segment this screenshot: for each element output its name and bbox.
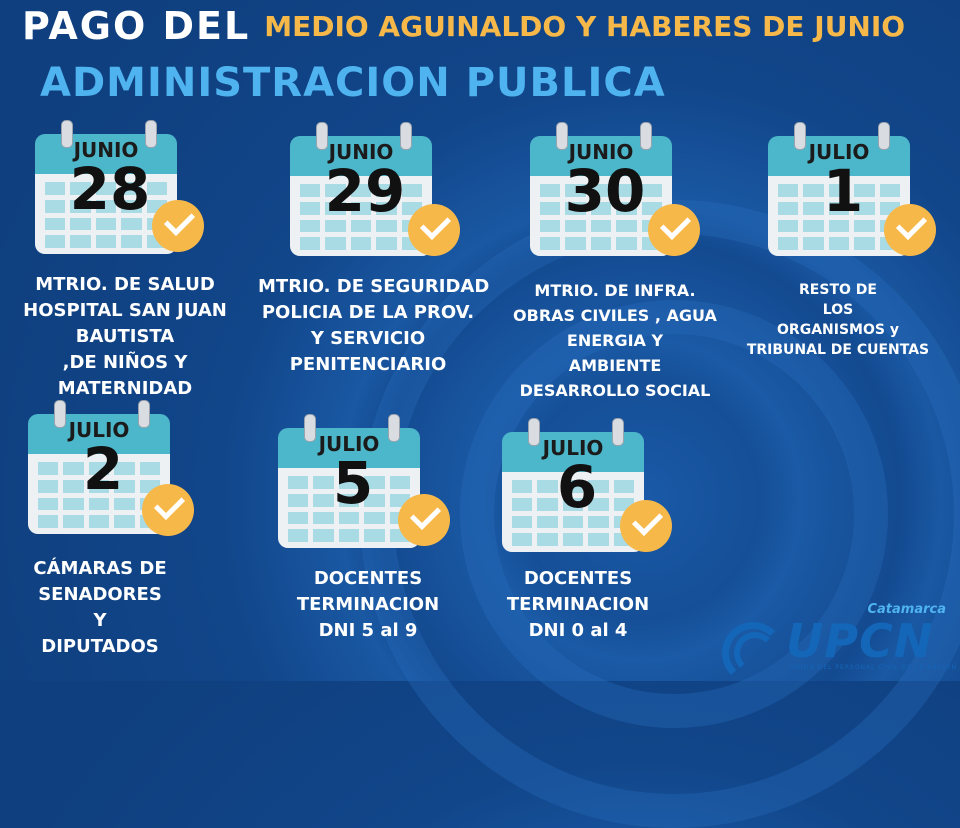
description-line: LOS xyxy=(822,302,854,318)
description-line: ENERGIA Y xyxy=(566,331,664,350)
description-line: PENITENCIARIO xyxy=(289,354,447,375)
calendar-day: 2 xyxy=(82,435,124,503)
calendar-day: 5 xyxy=(332,449,374,517)
calendar-month: JULIO xyxy=(318,432,380,456)
calendar-icon: JUNIO 30 xyxy=(530,122,680,262)
calendar-day: 30 xyxy=(564,157,646,225)
description-line: DOCENTES xyxy=(523,568,633,589)
description-line: ,DE NIÑOS Y xyxy=(62,352,188,373)
upcn-logo: Catamarca UPCN UNION DEL PERSONAL CIVIL … xyxy=(720,602,956,684)
description-line: TERMINACION xyxy=(296,594,440,615)
calendar-icon: JULIO 2 xyxy=(28,400,178,540)
description-line: MATERNIDAD xyxy=(57,378,193,399)
calendar-month: JULIO xyxy=(542,436,604,460)
page-title: PAGO DEL MEDIO AGUINALDO Y HABERES DE JUN… xyxy=(22,4,905,48)
logo-swirl-icon xyxy=(720,620,790,684)
check-icon xyxy=(620,500,672,552)
entry-description: DOCENTES TERMINACION DNI 5 al 9 xyxy=(278,566,458,644)
description-line: MTRIO. DE SALUD xyxy=(35,274,215,295)
calendar-month: JULIO xyxy=(68,418,130,442)
calendar-icon: JULIO 5 xyxy=(278,414,428,554)
calendar-day: 28 xyxy=(69,155,151,223)
description-line: TERMINACION xyxy=(506,594,650,615)
check-icon xyxy=(152,200,204,252)
entry-description: MTRIO. DE SALUD HOSPITAL SAN JUAN BAUTISTA… xyxy=(20,272,230,402)
entry-description: RESTO DE LOS ORGANISMOS y TRIBUNAL DE CUENT… xyxy=(740,280,936,360)
check-icon xyxy=(648,204,700,256)
description-line: DNI 5 al 9 xyxy=(318,620,418,641)
description-line: BAUTISTA xyxy=(75,326,175,347)
description-line: DESARROLLO SOCIAL xyxy=(519,381,711,400)
description-line: ORGANISMOS y xyxy=(777,322,899,338)
description-line: DNI 0 al 4 xyxy=(528,620,628,641)
entry-description: DOCENTES TERMINACION DNI 0 al 4 xyxy=(478,566,678,644)
entry-description: MTRIO. DE INFRA. OBRAS CIVILES , AGUA ENER… xyxy=(510,278,720,403)
description-line: Y SERVICIO xyxy=(310,328,426,349)
calendar-day: 29 xyxy=(324,157,406,225)
description-line: DIPUTADOS xyxy=(41,636,159,657)
logo-tagline: UNION DEL PERSONAL CIVIL DE LA NACION xyxy=(790,664,957,671)
check-icon xyxy=(398,494,450,546)
calendar-month: JUNIO xyxy=(568,140,634,164)
description-line: TRIBUNAL DE CUENTAS xyxy=(746,342,930,358)
description-line: MTRIO. DE SEGURIDAD xyxy=(258,276,490,297)
description-line: MTRIO. DE INFRA. xyxy=(534,281,696,300)
description-line: SENADORES xyxy=(38,584,162,605)
description-line: OBRAS CIVILES , AGUA xyxy=(513,306,717,325)
check-icon xyxy=(408,204,460,256)
check-icon xyxy=(142,484,194,536)
description-line: AMBIENTE xyxy=(568,356,662,375)
calendar-icon: JULIO 6 xyxy=(502,418,652,558)
calendar-day: 1 xyxy=(822,157,864,225)
page-subtitle: ADMINISTRACION PUBLICA xyxy=(40,60,666,106)
description-line: CÁMARAS DE xyxy=(33,558,167,579)
title-main: PAGO DEL xyxy=(22,4,251,48)
logo-region: Catamarca xyxy=(867,602,946,617)
description-line: POLICIA DE LA PROV. xyxy=(261,302,475,323)
calendar-month: JUNIO xyxy=(328,140,394,164)
check-icon xyxy=(884,204,936,256)
description-line: RESTO DE xyxy=(799,282,877,298)
calendar-month: JUNIO xyxy=(73,138,139,162)
entry-description: CÁMARAS DE SENADORES Y DIPUTADOS xyxy=(20,556,180,660)
description-line: Y xyxy=(93,610,107,631)
calendar-month: JULIO xyxy=(808,140,870,164)
logo-name: UPCN xyxy=(786,614,934,668)
title-secondary: MEDIO AGUINALDO Y HABERES DE JUNIO xyxy=(264,9,906,43)
description-line: HOSPITAL SAN JUAN xyxy=(23,300,227,321)
description-line: DOCENTES xyxy=(313,568,423,589)
entry-description: MTRIO. DE SEGURIDAD POLICIA DE LA PROV. Y … xyxy=(258,274,490,378)
calendar-day: 6 xyxy=(556,453,598,521)
